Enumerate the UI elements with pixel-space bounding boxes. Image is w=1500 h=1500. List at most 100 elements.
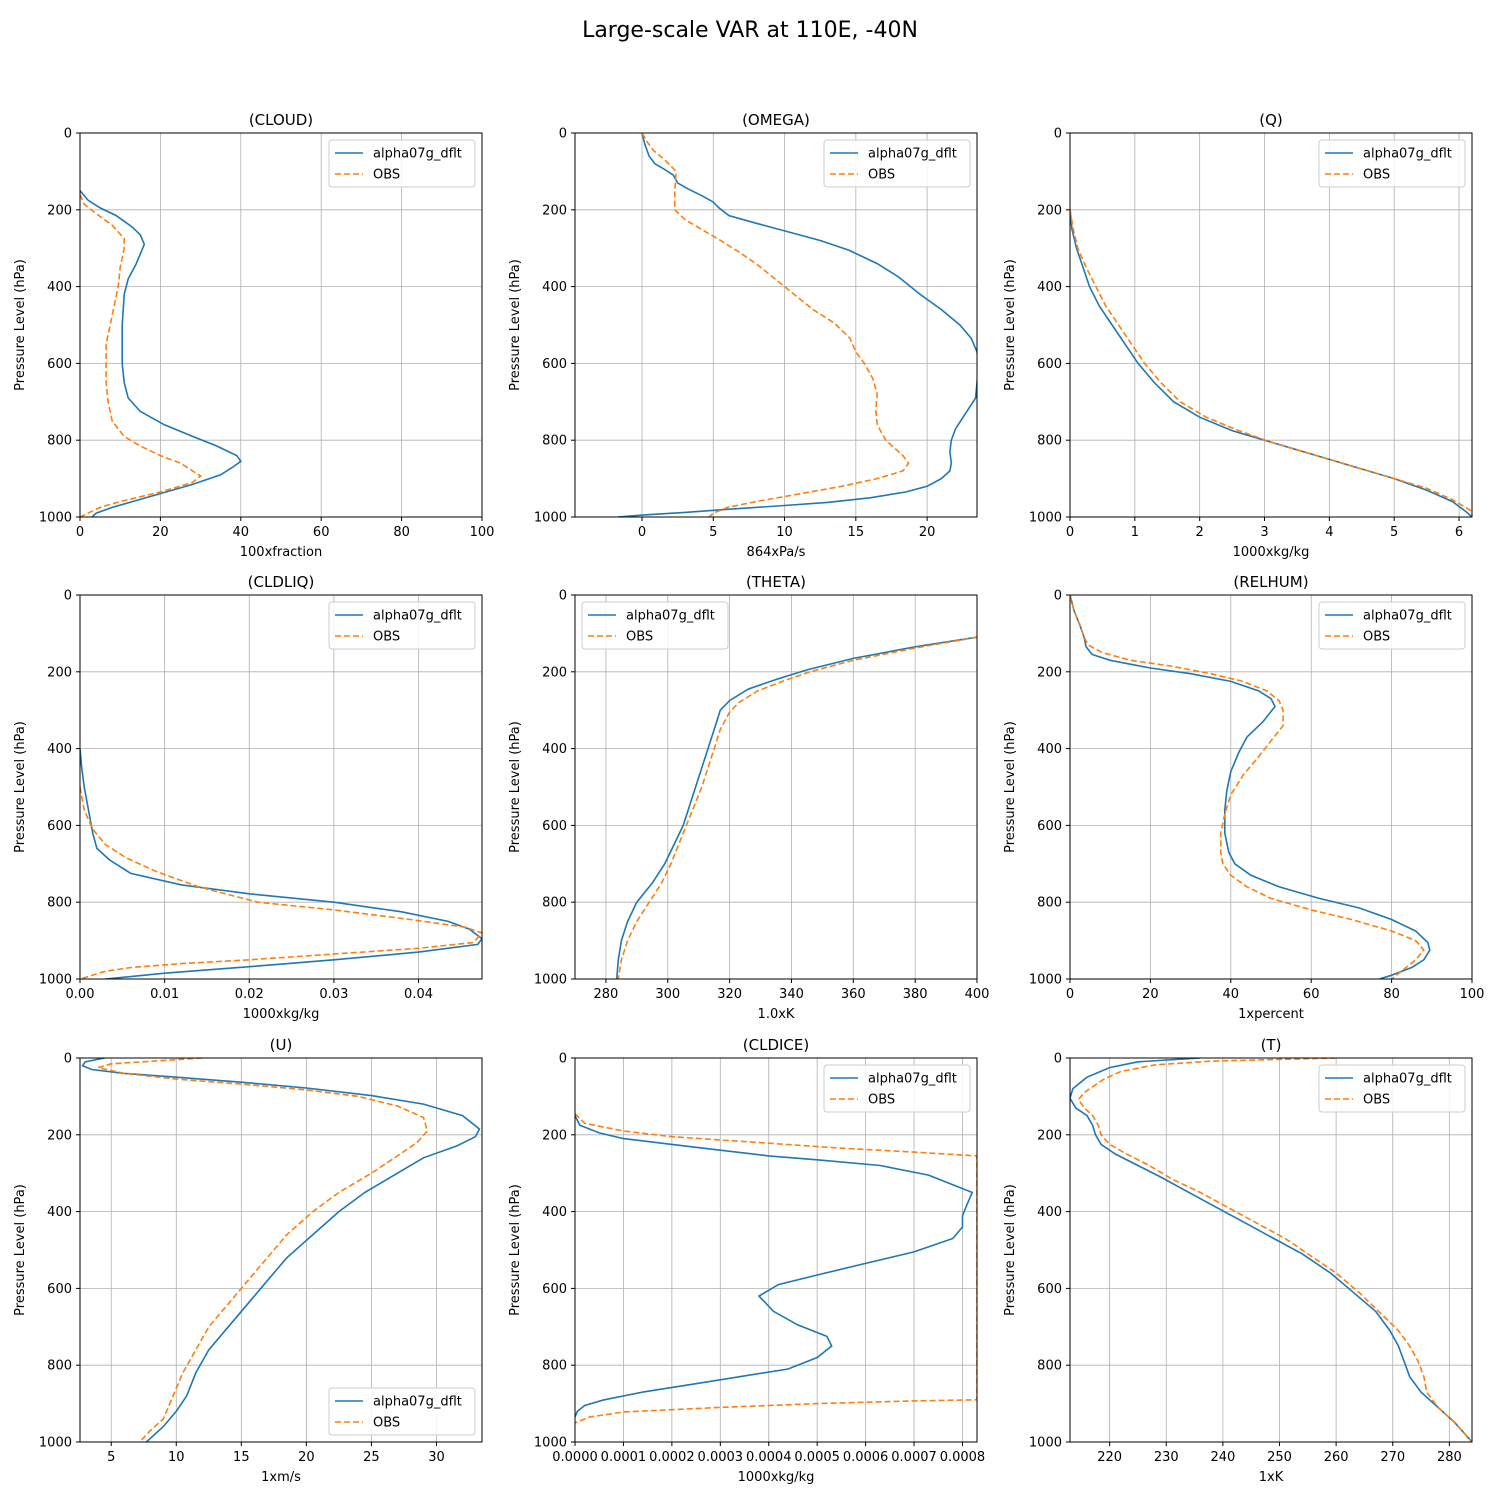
panel-title: (U): [270, 1036, 293, 1054]
x-tick-label: 40: [1223, 987, 1240, 1002]
y-tick-label: 600: [47, 357, 72, 372]
legend-label: alpha07g_dflt: [626, 609, 715, 624]
chart-panel-3: 0.00 0.01 0.02 0.03 0.04 0 200 400 600 800 1000 (CL…: [13, 573, 483, 1022]
y-tick-label: 1000: [534, 1436, 567, 1451]
legend-label: OBS: [868, 1093, 895, 1108]
y-tick-label: 0: [1054, 589, 1062, 604]
series-line-obs: [97, 1058, 429, 1442]
panel-title: (T): [1261, 1036, 1282, 1054]
legend-box: [328, 139, 476, 188]
axes-frame: [574, 132, 978, 518]
series-line-obs: [641, 133, 910, 517]
x-tick-label: 0.0006: [843, 1450, 889, 1465]
y-axis-label: Pressure Level (hPa): [13, 259, 28, 391]
y-tick-label: 0: [64, 589, 72, 604]
x-axis-label: 1000xkg/kg: [1233, 545, 1310, 560]
panel-title: (CLDLIQ): [248, 573, 315, 591]
chart-panel-6: 5 10 15 20 25 30 0 200 400 600 800 1000 (U) 1xm/s Pres…: [13, 1036, 483, 1485]
y-tick-label: 200: [542, 203, 567, 218]
y-tick-label: 400: [542, 280, 567, 295]
y-tick-label: 0: [1054, 1052, 1062, 1067]
x-tick-label: 5: [107, 1450, 115, 1465]
y-tick-label: 400: [542, 1205, 567, 1220]
y-tick-label: 600: [542, 819, 567, 834]
series-line-obs: [1077, 1058, 1472, 1442]
y-tick-label: 600: [542, 357, 567, 372]
axes-frame: [79, 594, 483, 980]
legend-label: alpha07g_dflt: [373, 147, 462, 162]
y-axis-label: Pressure Level (hPa): [508, 721, 523, 853]
legend-label: OBS: [868, 168, 895, 183]
x-tick-label: 0.0008: [940, 1450, 986, 1465]
x-tick-label: 270: [1380, 1450, 1405, 1465]
axes-frame: [574, 1057, 978, 1443]
x-tick-label: 400: [965, 987, 990, 1002]
x-tick-label: 0.0007: [891, 1450, 937, 1465]
y-axis-label: Pressure Level (hPa): [13, 721, 28, 853]
x-axis-label: 1000xkg/kg: [243, 1007, 320, 1022]
series-line-model: [575, 1115, 974, 1418]
axes-frame: [79, 1057, 483, 1443]
x-tick-label: 60: [313, 525, 330, 540]
x-tick-label: 320: [717, 987, 742, 1002]
x-tick-label: 300: [655, 987, 680, 1002]
y-axis-label: Pressure Level (hPa): [508, 1184, 523, 1316]
legend: alpha07g_dflt OBS: [581, 601, 729, 650]
x-axis-label: 1xK: [1259, 1470, 1284, 1485]
series-line-model: [81, 1058, 481, 1442]
x-tick-label: 0.01: [150, 987, 179, 1002]
x-tick-label: 100: [470, 525, 495, 540]
x-tick-label: 0.0004: [746, 1450, 792, 1465]
y-tick-label: 1000: [534, 511, 567, 526]
series-line-model: [1070, 1058, 1472, 1442]
y-axis-label: Pressure Level (hPa): [1003, 1184, 1018, 1316]
axes-frame: [1069, 1057, 1473, 1443]
y-tick-label: 200: [47, 203, 72, 218]
x-tick-label: 30: [428, 1450, 445, 1465]
legend-box: [823, 139, 971, 188]
legend: alpha07g_dflt OBS: [328, 139, 476, 188]
legend-box: [581, 601, 729, 650]
x-tick-label: 0.02: [235, 987, 264, 1002]
legend-label: alpha07g_dflt: [1363, 609, 1452, 624]
x-tick-label: 40: [233, 525, 250, 540]
y-axis-label: Pressure Level (hPa): [1003, 721, 1018, 853]
y-tick-label: 200: [47, 1128, 72, 1143]
x-tick-label: 80: [1383, 987, 1400, 1002]
axes-frame: [574, 594, 978, 980]
legend-label: alpha07g_dflt: [868, 1072, 957, 1087]
series-line-model: [617, 133, 977, 517]
y-axis-label: Pressure Level (hPa): [13, 1184, 28, 1316]
x-tick-label: 0.0000: [552, 1450, 598, 1465]
series-line-obs: [1070, 595, 1425, 979]
legend-box: [328, 601, 476, 650]
chart-panel-7: 0.0000 0.0001 0.0002 0.0003 0.0004 0.0005 0.00…: [508, 1036, 985, 1485]
chart-panel-2: 0 1 2 3 4 5 6 0 200 400 600 800 1000 (Q) 1000xkg/kg Pre…: [1003, 111, 1473, 560]
chart-panel-1: 0 5 10 15 2002004006008001000(OMEGA)864xPa/s…: [508, 111, 978, 560]
y-tick-label: 200: [542, 1128, 567, 1143]
x-tick-label: 220: [1097, 1450, 1122, 1465]
legend-label: OBS: [373, 1416, 400, 1431]
y-tick-label: 200: [1037, 203, 1062, 218]
panel-title: (CLOUD): [249, 111, 313, 129]
x-tick-label: 5: [709, 525, 717, 540]
x-tick-label: 0.0003: [698, 1450, 744, 1465]
series-line-model: [615, 636, 977, 979]
figure-title: Large-scale VAR at 110E, -40N: [582, 18, 918, 43]
series-line-model: [1070, 209, 1472, 517]
y-axis-label: Pressure Level (hPa): [508, 259, 523, 391]
y-tick-label: 200: [542, 665, 567, 680]
y-tick-label: 400: [542, 742, 567, 757]
x-tick-label: 6: [1455, 525, 1463, 540]
series-line-obs: [617, 636, 977, 979]
y-tick-label: 0: [1054, 127, 1062, 142]
x-tick-label: 360: [841, 987, 866, 1002]
x-tick-label: 20: [919, 525, 936, 540]
panel-title: (Q): [1259, 111, 1283, 129]
y-tick-label: 800: [47, 434, 72, 449]
panel-grid: 0 20 40 60 80 10002004006008001000(CLOUD)100x…: [13, 111, 1484, 1485]
x-tick-label: 340: [779, 987, 804, 1002]
legend-box: [1318, 139, 1466, 188]
x-tick-label: 15: [233, 1450, 250, 1465]
y-tick-label: 800: [542, 1359, 567, 1374]
